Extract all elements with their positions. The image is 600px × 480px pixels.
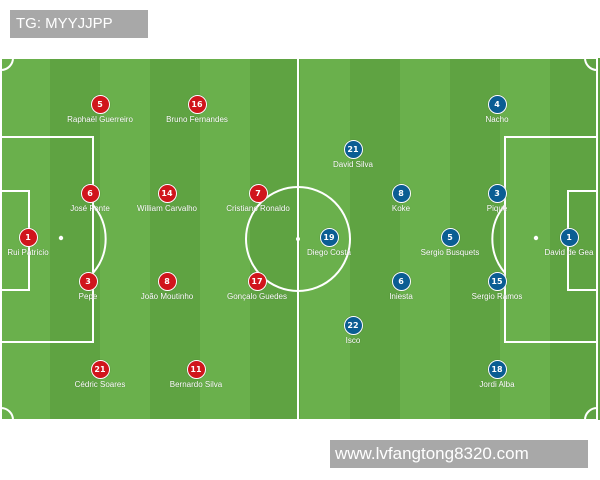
player-name: William Carvalho [136,204,197,213]
player-number-badge: 6 [391,272,411,291]
player-name: Sergio Busquets [420,248,480,257]
pitch-stripe [350,58,400,420]
player-name: Pepe [78,292,98,301]
corner-arc-tl [0,57,14,71]
player-name: Cédric Soares [74,380,126,389]
player-marker[interactable]: 8 Koke [341,184,461,213]
player-number-badge: 21 [90,360,110,379]
player-number-badge: 7 [248,184,268,203]
player-number-badge: 22 [343,316,363,335]
player-name: João Moutinho [140,292,194,301]
player-number-badge: 19 [319,228,339,247]
watermark: www.lvfangtong8320.com [330,440,588,468]
player-name: Koke [391,204,411,213]
player-number-badge: 11 [186,360,206,379]
player-number-badge: 21 [343,140,363,159]
player-marker[interactable]: 21 Cédric Soares [40,360,160,389]
player-number-badge: 17 [247,272,267,291]
player-marker[interactable]: 18 Jordi Alba [437,360,557,389]
corner-arc-bl [0,407,14,421]
pitch-stripe [500,58,550,420]
center-spot [296,237,300,241]
center-circle [245,186,351,292]
corner-arc-tr [584,57,598,71]
pitch-stripe [250,58,300,420]
player-name: José Fonte [70,204,110,213]
left-penalty-arc [92,204,107,274]
pitch-stripe [50,58,100,420]
player-number-badge: 1 [18,228,38,247]
player-name: Bernardo Silva [169,380,223,389]
pitch-stripes [0,58,600,420]
pitch-lines [0,57,598,421]
player-marker[interactable]: 8 João Moutinho [107,272,227,301]
pitch-stripe [150,58,200,420]
player-number-badge: 3 [78,272,98,291]
player-number-badge: 5 [440,228,460,247]
player-marker[interactable]: 15 Sergio Ramos [437,272,557,301]
player-marker[interactable]: 3 Pepe [28,272,148,301]
player-marker[interactable]: 17 Gonçalo Guedes [197,272,317,301]
pitch-stripe [200,58,250,420]
player-marker[interactable]: 11 Bernardo Silva [136,360,256,389]
player-number-badge: 8 [157,272,177,291]
player-number-badge: 16 [187,95,207,114]
player-marker[interactable]: 16 Bruno Fernandes [137,95,257,124]
player-number-badge: 14 [157,184,177,203]
player-name: Piqué [486,204,508,213]
player-marker[interactable]: 21 David Silva [293,140,413,169]
player-marker[interactable]: 3 Piqué [437,184,557,213]
player-name: David Silva [332,160,373,169]
player-name: Bruno Fernandes [166,115,228,124]
player-name: Cristiano Ronaldo [226,204,290,213]
player-marker[interactable]: 19 Diego Costa [269,228,389,257]
player-number-badge: 3 [487,184,507,203]
player-name: Raphaël Guerreiro [67,115,133,124]
player-marker[interactable]: 1 David de Gea [509,228,600,257]
player-marker[interactable]: 7 Cristiano Ronaldo [198,184,318,213]
player-marker[interactable]: 5 Sergio Busquets [390,228,510,257]
player-name: Diego Costa [306,248,352,257]
player-number-badge: 4 [487,95,507,114]
right-penalty-arc [491,204,506,274]
player-number-badge: 18 [487,360,507,379]
player-number-badge: 5 [90,95,110,114]
player-number-badge: 1 [559,228,579,247]
player-name: Iniesta [389,292,413,301]
player-name: Jordi Alba [479,380,515,389]
player-name: Isco [345,336,361,345]
player-name: Nacho [485,115,509,124]
player-number-badge: 15 [487,272,507,291]
player-name: Sergio Ramos [471,292,523,301]
player-name: David de Gea [544,248,594,257]
pitch-stripe [100,58,150,420]
corner-arc-br [584,407,598,421]
player-marker[interactable]: 1 Rui Patrício [0,228,88,257]
player-marker[interactable]: 6 Iniesta [341,272,461,301]
header-tag: TG: MYYJJPP [10,10,148,38]
player-number-badge: 6 [80,184,100,203]
player-marker[interactable]: 6 José Fonte [30,184,150,213]
player-marker[interactable]: 14 William Carvalho [107,184,227,213]
player-marker[interactable]: 4 Nacho [437,95,557,124]
player-number-badge: 8 [391,184,411,203]
player-name: Gonçalo Guedes [226,292,288,301]
player-name: Rui Patrício [7,248,49,257]
player-marker[interactable]: 5 Raphaël Guerreiro [40,95,160,124]
player-marker[interactable]: 22 Isco [293,316,413,345]
left-penalty-spot [58,235,64,241]
right-penalty-spot [533,235,539,241]
